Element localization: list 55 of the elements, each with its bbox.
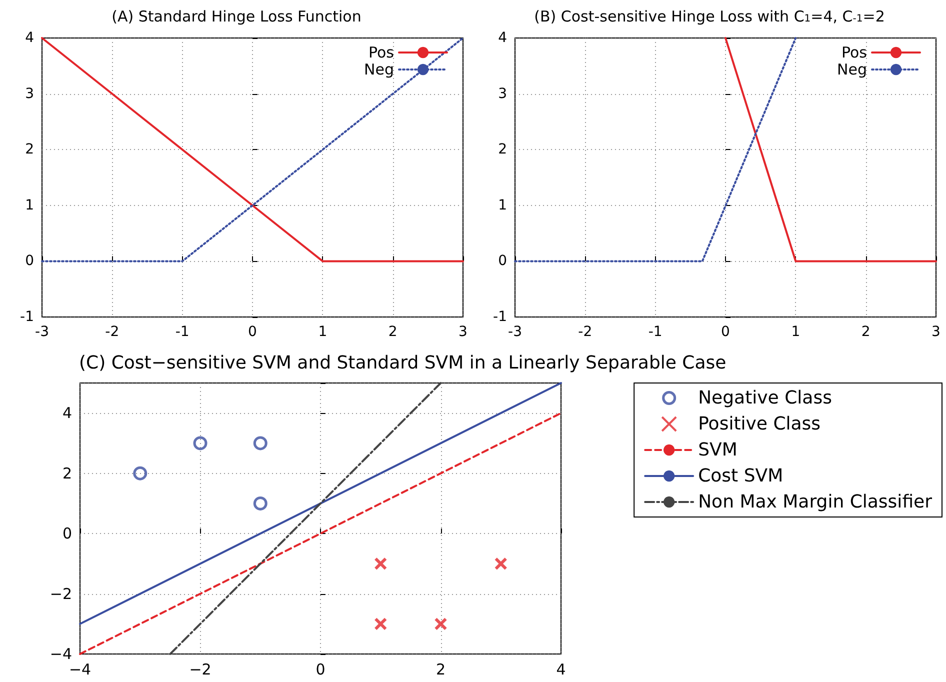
y-tick-label: 4 <box>25 30 34 46</box>
x-tick-label: 2 <box>436 660 446 678</box>
x-tick-label: 0 <box>721 324 730 340</box>
y-tick-label: 0 <box>62 524 72 543</box>
point <box>494 557 508 570</box>
chart-title: (B) Cost-sensitive Hinge Loss with C1=4, C-1=2 <box>534 8 885 26</box>
x-tick-label: 3 <box>932 324 940 340</box>
y-tick-label: −4 <box>50 645 72 663</box>
point <box>434 617 448 630</box>
x-tick-label: 3 <box>458 324 468 340</box>
x-tick-label: 2 <box>861 324 870 340</box>
y-tick-label: 2 <box>25 142 34 158</box>
x-tick-label: 4 <box>556 660 566 678</box>
point <box>253 496 268 510</box>
y-tick-label: 3 <box>498 86 507 102</box>
x-tick-label: 0 <box>316 660 326 678</box>
x-tick-label: 2 <box>388 324 398 340</box>
x-tick-label: 1 <box>318 324 328 340</box>
legend-label: Cost SVM <box>698 466 784 486</box>
point <box>253 436 268 450</box>
legend-label: Neg <box>837 60 867 78</box>
y-tick-label: -1 <box>493 309 507 325</box>
x-tick-label: -2 <box>105 324 120 340</box>
x-tick-label: -2 <box>578 324 592 340</box>
y-tick-label: 1 <box>25 197 34 214</box>
legend-label: SVM <box>698 440 738 460</box>
x-tick-label: −2 <box>189 660 212 678</box>
legend-label: Non Max Margin Classifier <box>698 492 933 512</box>
point <box>374 617 388 630</box>
y-tick-label: 3 <box>25 86 34 102</box>
x-tick-label: -1 <box>175 324 190 340</box>
y-tick-label: 4 <box>62 404 72 422</box>
y-tick-label: -1 <box>20 309 34 325</box>
legend-label: Negative Class <box>698 388 832 408</box>
x-tick-label: 1 <box>791 324 800 340</box>
legend-label: Pos <box>368 44 394 62</box>
y-tick-label: 2 <box>498 142 507 158</box>
chart-title: (A) Standard Hinge Loss Function <box>112 8 362 26</box>
legend-label: Neg <box>364 60 394 78</box>
point <box>193 436 208 450</box>
legend-label: Pos <box>841 44 868 62</box>
y-tick-label: −2 <box>50 584 72 603</box>
y-tick-label: 2 <box>62 464 72 482</box>
x-tick-label: -3 <box>35 324 49 340</box>
y-tick-label: 0 <box>498 253 507 270</box>
chart-title: (C) Cost−sensitive SVM and Standard SVM in a Linearly Separable Case <box>79 352 726 374</box>
y-tick-label: 0 <box>25 253 34 270</box>
y-tick-label: 1 <box>498 197 507 214</box>
point <box>133 466 148 480</box>
x-tick-label: -3 <box>508 324 522 340</box>
x-tick-label: -1 <box>648 324 662 340</box>
point <box>374 557 388 570</box>
y-tick-label: 4 <box>498 30 508 46</box>
x-tick-label: 0 <box>248 324 257 340</box>
legend-label: Positive Class <box>698 414 821 434</box>
